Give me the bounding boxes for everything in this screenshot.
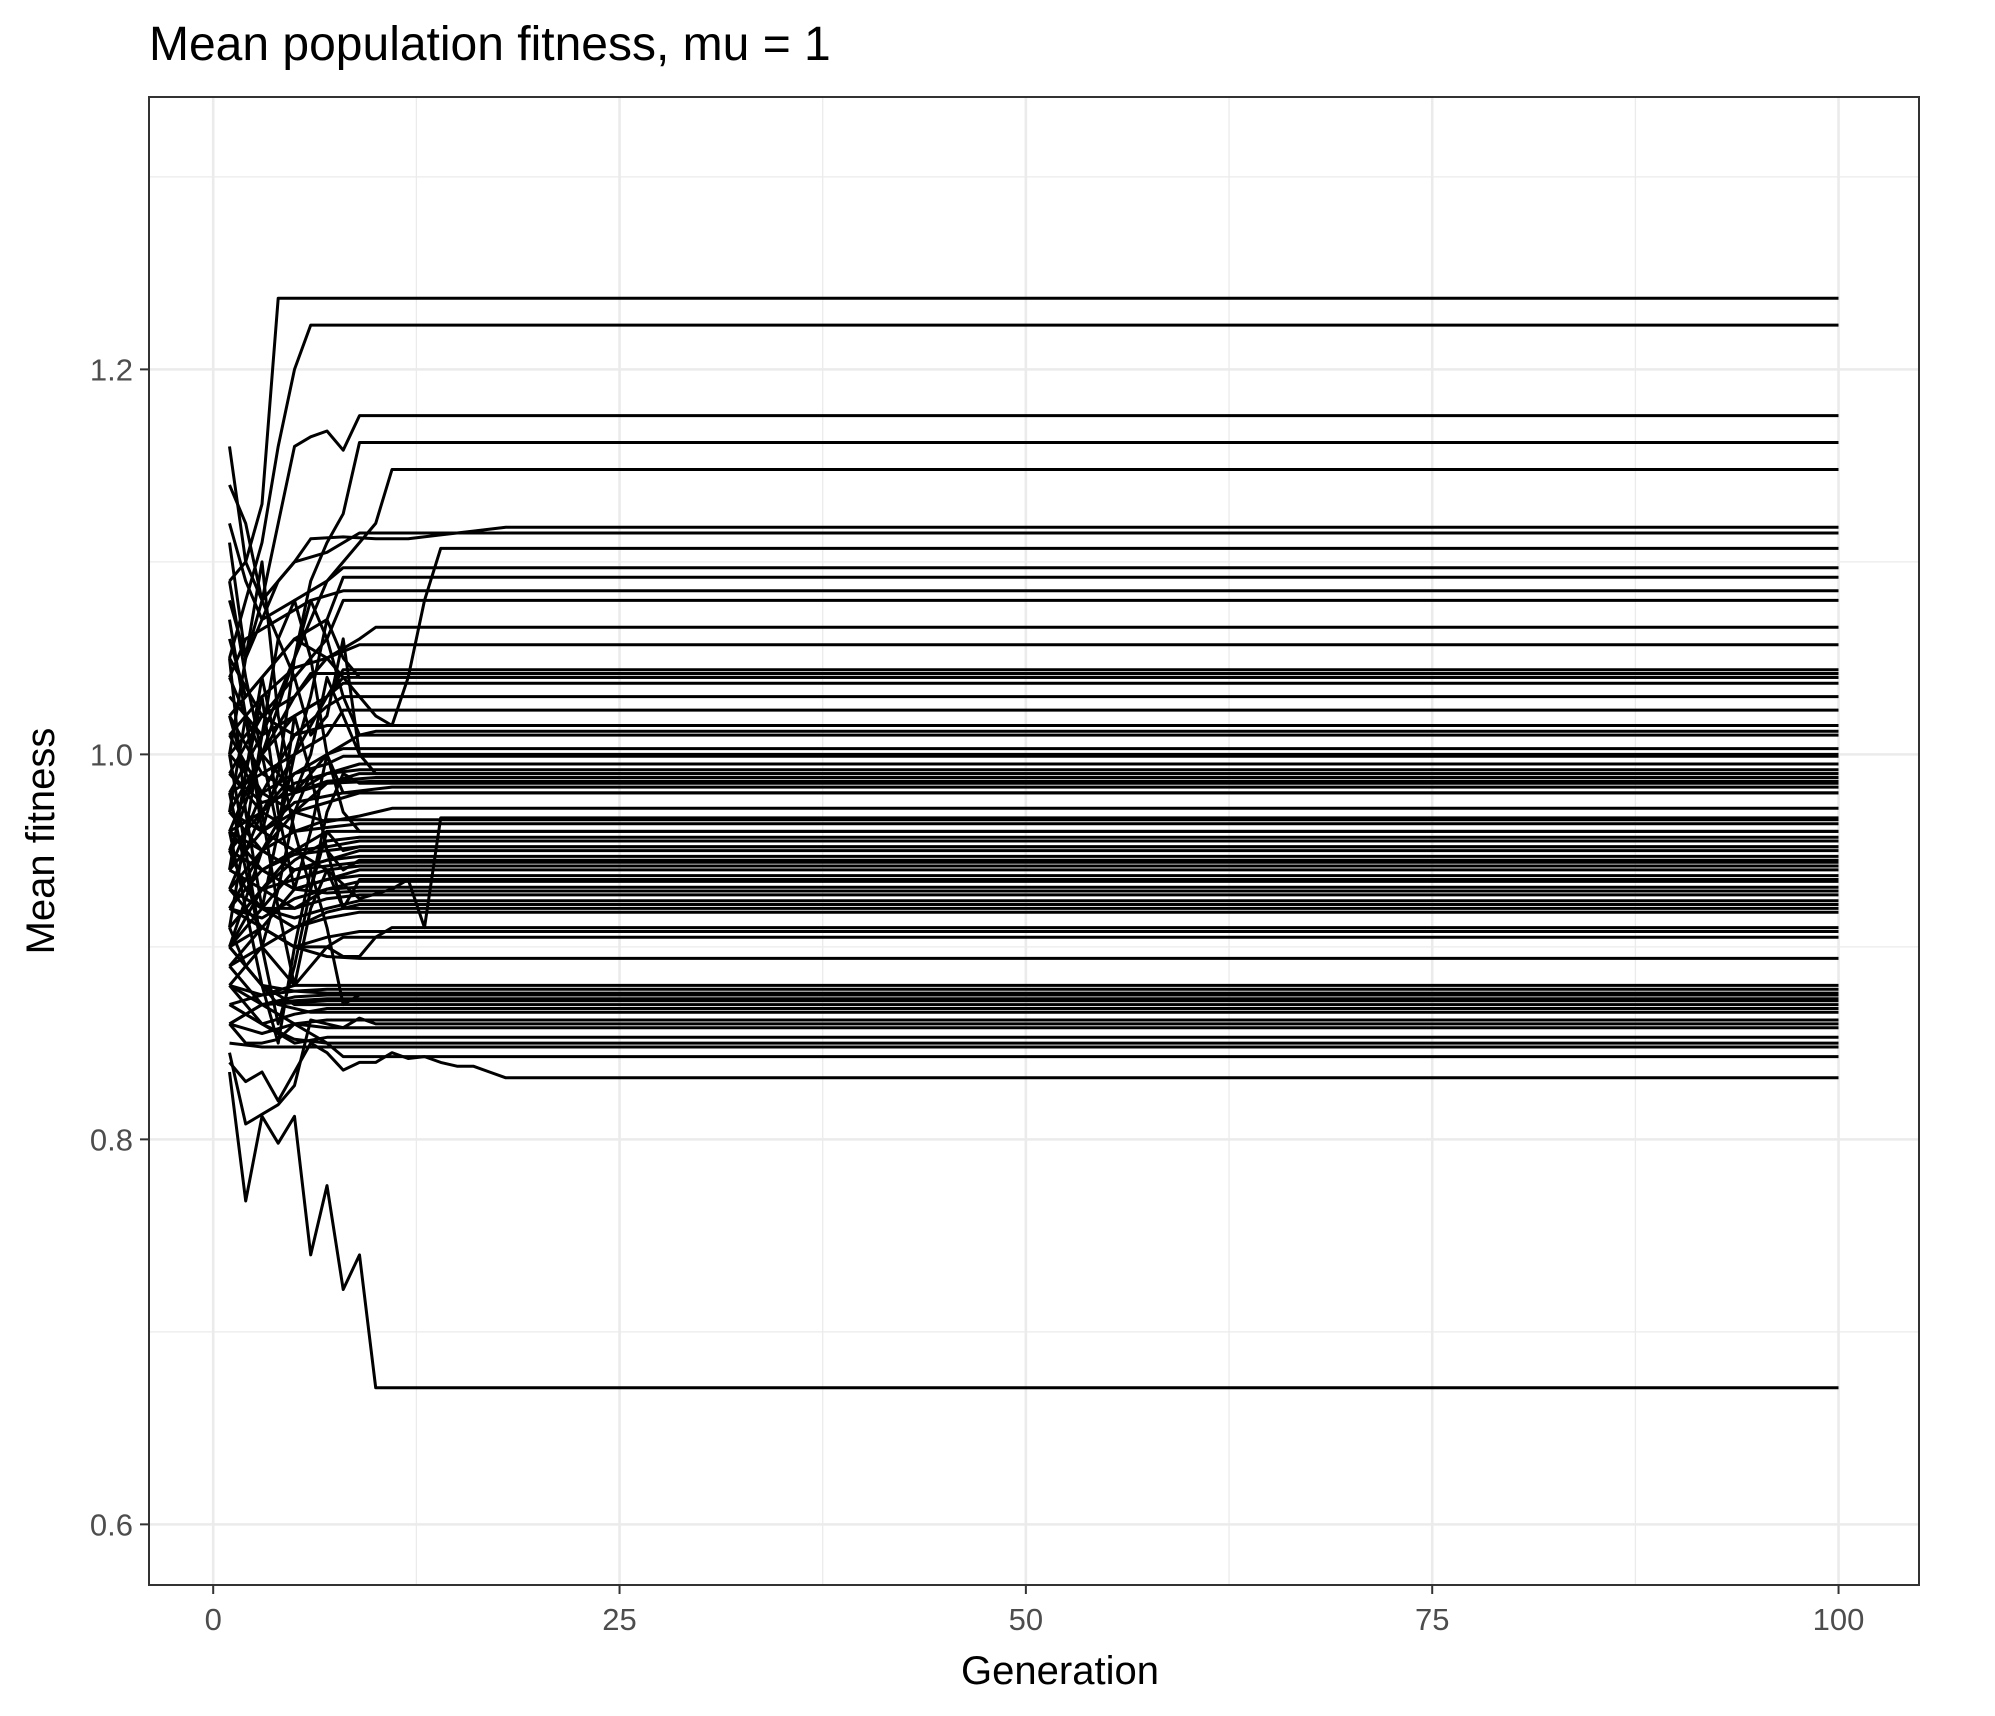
- y-tick-label: 1.0: [90, 737, 133, 772]
- series-line: [228, 835, 1839, 948]
- x-axis-label: Generation: [961, 1649, 1159, 1693]
- series-line: [228, 791, 1839, 853]
- series-line: [228, 926, 1839, 960]
- series-line: [228, 927, 1839, 1014]
- series-line: [228, 1041, 1839, 1103]
- x-axis: 0 25 50 75 100: [205, 1585, 1865, 1637]
- series-line: [228, 542, 1839, 795]
- x-tick-label: 25: [602, 1602, 636, 1637]
- series-line: [228, 575, 1839, 717]
- series-line: [228, 1022, 1839, 1059]
- series-line: [228, 522, 1839, 622]
- series-line: [229, 983, 1839, 997]
- series-line: [228, 811, 1839, 872]
- y-axis: 0.6 0.8 1.0 1.2: [90, 352, 149, 1542]
- series-line: [228, 831, 1839, 1045]
- series-line: [228, 772, 1839, 949]
- series-line: [228, 984, 1839, 1007]
- plot-panel-border: [148, 96, 1920, 1586]
- series-line: [228, 935, 1839, 987]
- y-axis-label: Mean fitness: [19, 728, 63, 955]
- series-line: [228, 323, 1839, 659]
- series-line: [229, 1041, 1839, 1049]
- series-line: [228, 414, 1839, 755]
- y-tick-label: 0.8: [90, 1122, 133, 1157]
- series-line: [228, 296, 1839, 583]
- series-lines: [228, 296, 1839, 1390]
- series-line: [228, 714, 1839, 987]
- series-line: [228, 754, 1839, 1026]
- series-line: [228, 598, 1839, 833]
- series-line: [228, 868, 1839, 910]
- series-line: [228, 1003, 1839, 1045]
- series-line: [228, 598, 1839, 928]
- series-line: [228, 484, 1839, 776]
- x-tick-label: 50: [1009, 1602, 1043, 1637]
- series-line: [228, 734, 1839, 824]
- series-line: [228, 580, 1839, 833]
- series-line: [228, 657, 1839, 910]
- series-line: [228, 441, 1839, 794]
- y-tick-label: 0.6: [90, 1507, 133, 1542]
- series-line: [228, 984, 1839, 1045]
- series-line: [228, 816, 1839, 930]
- x-tick-label: 100: [1813, 1602, 1865, 1637]
- series-line: [228, 1016, 1839, 1126]
- chart-title: Mean population fitness, mu = 1: [149, 18, 831, 71]
- series-line: [228, 675, 1839, 891]
- x-tick-label: 0: [205, 1602, 222, 1637]
- x-tick-label: 75: [1415, 1602, 1449, 1637]
- series-line: [228, 850, 1839, 930]
- series-line: [228, 1071, 1839, 1390]
- y-tick-label: 1.2: [90, 352, 133, 387]
